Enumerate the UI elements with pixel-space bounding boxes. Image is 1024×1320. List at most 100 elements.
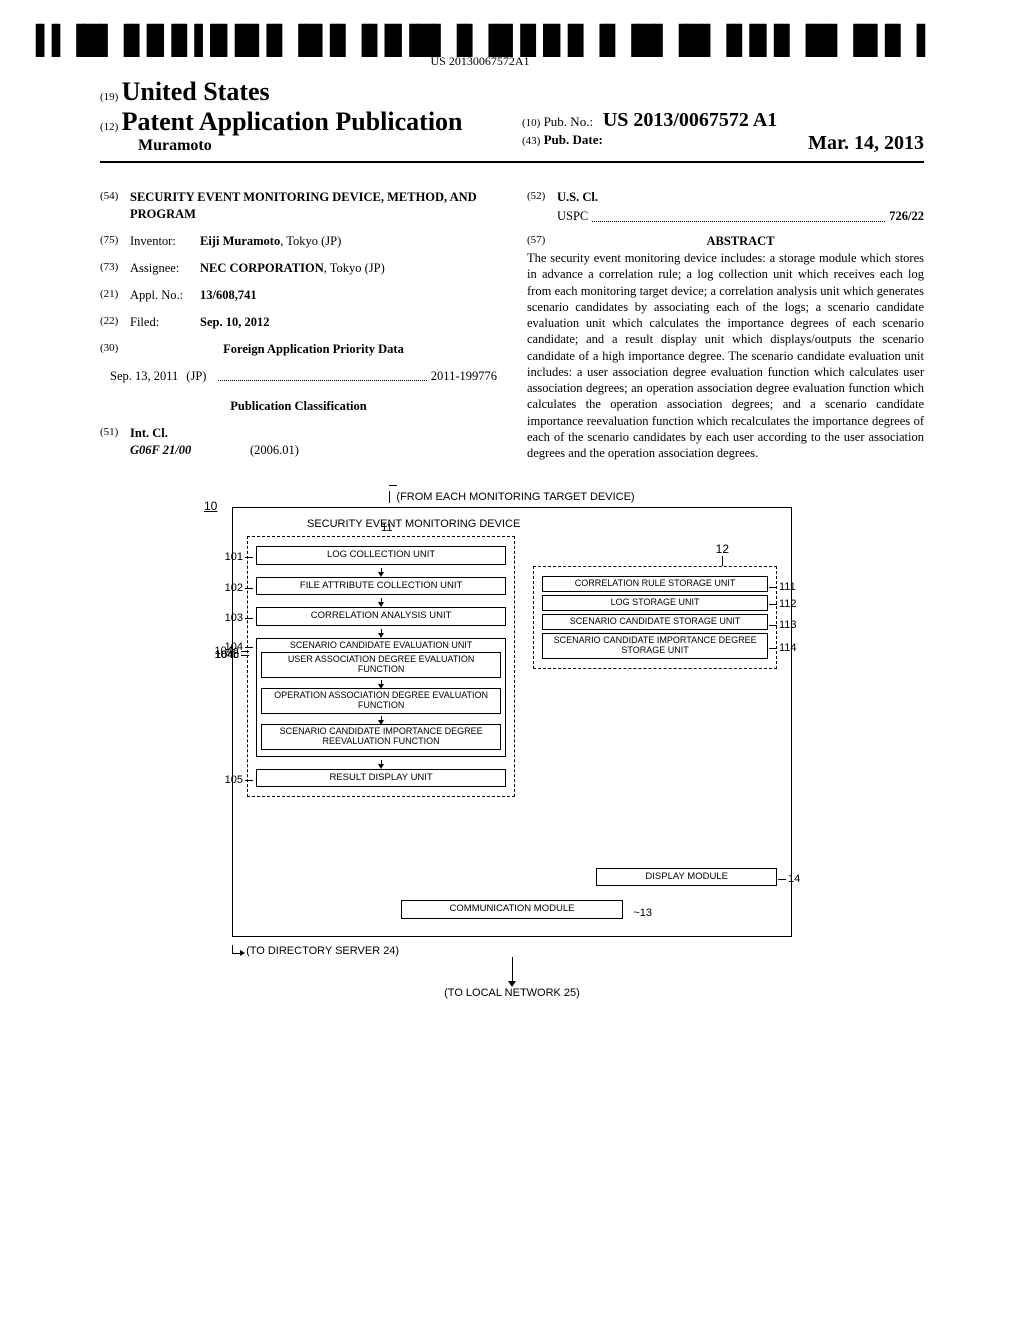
right-column: (52) U.S. Cl. USPC 726/22 (57) ABSTRACT … xyxy=(527,179,924,461)
pubclass-header: Publication Classification xyxy=(100,398,497,415)
comm-row: COMMUNICATION MODULE ~13 xyxy=(247,897,777,921)
ref-113: 113 xyxy=(779,619,815,631)
barcode-row: ▌▌▐█▌▐▌█▐▌▌█▐█▐▌▐█▐▌▐▌█▐█▌▐▌▐█▐▌█▐▌▐▌▐█▌… xyxy=(100,30,924,69)
unit-112: 112 LOG STORAGE UNIT xyxy=(542,595,768,611)
f54-num: (54) xyxy=(100,189,130,223)
unit-102: 102 FILE ATTRIBUTE COLLECTION UNIT xyxy=(256,577,506,595)
intcl-code: G06F 21/00 xyxy=(130,442,250,459)
f30-num: (30) xyxy=(100,341,130,358)
ref-102: 102 xyxy=(201,582,243,594)
unit-105: 105 RESULT DISPLAY UNIT xyxy=(256,769,506,787)
f73-label: Assignee: xyxy=(130,260,200,277)
ref-111: 111 xyxy=(779,581,815,593)
priority-appno: 2011-199776 xyxy=(431,368,497,385)
uscl-label: U.S. Cl. xyxy=(557,189,598,206)
dotfill-icon xyxy=(592,211,885,222)
barcode-icon: ▌▌▐█▌▐▌█▐▌▌█▐█▐▌▐█▐▌▐▌█▐█▌▐▌▐█▐▌█▐▌▐▌▐█▌… xyxy=(36,30,924,52)
uspc-code: 726/22 xyxy=(889,208,924,225)
abstract-text: The security event monitoring device inc… xyxy=(527,250,924,461)
ref-105: 105 xyxy=(201,774,243,786)
uspc-label: USPC xyxy=(557,208,588,225)
unit-104b: 104b OPERATION ASSOCIATION DEGREE EVALUA… xyxy=(261,688,501,714)
priority-date: Sep. 13, 2011 xyxy=(110,368,178,385)
arrow-down-icon xyxy=(381,680,382,686)
inner-row: 11 101 LOG COLLECTION UNIT 102 FILE ATTR… xyxy=(247,536,777,889)
intcl-label: Int. Cl. xyxy=(130,425,168,442)
ref-14: 14 xyxy=(788,873,824,885)
pubdate-label: Pub. Date: xyxy=(544,132,603,147)
appl-no: 13/608,741 xyxy=(200,287,497,304)
abstract-title: ABSTRACT xyxy=(557,233,924,250)
pubdate-num: (43) xyxy=(522,135,540,147)
block-diagram: (FROM EACH MONITORING TARGET DEVICE) 10 … xyxy=(232,491,792,998)
assignee: NEC CORPORATION, Tokyo (JP) xyxy=(200,260,497,277)
ref-103: 103 xyxy=(201,612,243,624)
ref-112: 112 xyxy=(779,598,815,610)
title-left: (19) United States (12) Patent Applicati… xyxy=(100,77,502,155)
to-network-label: (TO LOCAL NETWORK 25) xyxy=(232,987,792,999)
f73-num: (73) xyxy=(100,260,130,277)
patent-page: ▌▌▐█▌▐▌█▐▌▌█▐█▐▌▐█▐▌▐▌█▐█▌▐▌▐█▐▌█▐▌▐▌▐█▌… xyxy=(0,0,1024,1039)
pubno-label: Pub. No.: xyxy=(544,114,593,129)
ref-11: 11 xyxy=(381,522,392,534)
title-row: (19) United States (12) Patent Applicati… xyxy=(100,77,924,163)
unit-display: 14 DISPLAY MODULE xyxy=(596,868,777,886)
f75-label: Inventor: xyxy=(130,233,200,250)
f52-num: (52) xyxy=(527,189,557,206)
unit-104c: 104c SCENARIO CANDIDATE IMPORTANCE DEGRE… xyxy=(261,724,501,750)
unit-104: 104 SCENARIO CANDIDATE EVALUATION UNIT 1… xyxy=(256,638,506,757)
left-column: (54) SECURITY EVENT MONITORING DEVICE, M… xyxy=(100,179,497,461)
device-title: SECURITY EVENT MONITORING DEVICE xyxy=(247,518,777,530)
f21-label: Appl. No.: xyxy=(130,287,200,304)
pub-type: Patent Application Publication xyxy=(122,107,463,136)
f22-label: Filed: xyxy=(130,314,200,331)
arrow-down-icon xyxy=(381,716,382,722)
arrow-down-icon xyxy=(381,598,382,604)
unit-114: 114 SCENARIO CANDIDATE IMPORTANCE DEGREE… xyxy=(542,633,768,659)
f51-num: (51) xyxy=(100,425,130,442)
dashed-group-11: 101 LOG COLLECTION UNIT 102 FILE ATTRIBU… xyxy=(247,536,515,797)
device-box: SECURITY EVENT MONITORING DEVICE 11 101 … xyxy=(232,507,792,936)
arrow-down-icon xyxy=(512,957,513,983)
ref-12: 12 xyxy=(716,542,729,556)
ref-13: ~13 xyxy=(633,907,652,919)
arrow-down-icon xyxy=(381,629,382,635)
ref-10: 10 xyxy=(204,499,217,513)
arrow-down-icon xyxy=(381,568,382,574)
f21-num: (21) xyxy=(100,287,130,304)
ref-104c: 104c xyxy=(197,649,239,661)
country: United States xyxy=(122,77,270,106)
author-name: Muramoto xyxy=(100,137,502,155)
pubno: US 2013/0067572 A1 xyxy=(603,109,777,131)
unit-113: 113 SCENARIO CANDIDATE STORAGE UNIT xyxy=(542,614,768,630)
barcode-block: ▌▌▐█▌▐▌█▐▌▌█▐█▐▌▐█▐▌▐▌█▐█▌▐▌▐█▐▌█▐▌▐▌▐█▌… xyxy=(36,30,924,69)
inventor: Eiji Muramoto, Tokyo (JP) xyxy=(200,233,497,250)
filed-date: Sep. 10, 2012 xyxy=(200,314,497,331)
unit-103: 103 CORRELATION ANALYSIS UNIT xyxy=(256,607,506,625)
to-directory-label: (TO DIRECTORY SERVER 24) xyxy=(232,945,399,957)
right-stack: 12 111 CORRELATION RULE STORAGE UNIT 112… xyxy=(533,536,777,889)
unit-111: 111 CORRELATION RULE STORAGE UNIT xyxy=(542,576,768,592)
biblio-columns: (54) SECURITY EVENT MONITORING DEVICE, M… xyxy=(100,179,924,461)
arrow-down-icon xyxy=(381,760,382,766)
country-num: (19) xyxy=(100,91,118,103)
f22-num: (22) xyxy=(100,314,130,331)
priority-country: (JP) xyxy=(186,368,206,385)
f57-num: (57) xyxy=(527,233,557,250)
pub-type-num: (12) xyxy=(100,121,118,133)
ref-101: 101 xyxy=(201,551,243,563)
intcl-year: (2006.01) xyxy=(250,442,299,459)
ref-114: 114 xyxy=(779,642,815,654)
pubno-num: (10) xyxy=(522,117,540,129)
diagram-top-label: (FROM EACH MONITORING TARGET DEVICE) xyxy=(232,491,792,503)
unit-104a: 104a USER ASSOCIATION DEGREE EVALUATION … xyxy=(261,652,501,678)
invention-title: SECURITY EVENT MONITORING DEVICE, METHOD… xyxy=(130,189,497,223)
f75-num: (75) xyxy=(100,233,130,250)
dotfill-icon xyxy=(218,370,426,381)
left-stack: 11 101 LOG COLLECTION UNIT 102 FILE ATTR… xyxy=(247,536,515,889)
title-right: (10) Pub. No.: US 2013/0067572 A1 (43) P… xyxy=(502,109,924,155)
unit-comm: COMMUNICATION MODULE ~13 xyxy=(401,900,623,918)
pubdate: Mar. 14, 2013 xyxy=(808,132,924,155)
unit-101: 101 LOG COLLECTION UNIT xyxy=(256,546,506,564)
foreign-priority-header: Foreign Application Priority Data xyxy=(130,341,497,358)
